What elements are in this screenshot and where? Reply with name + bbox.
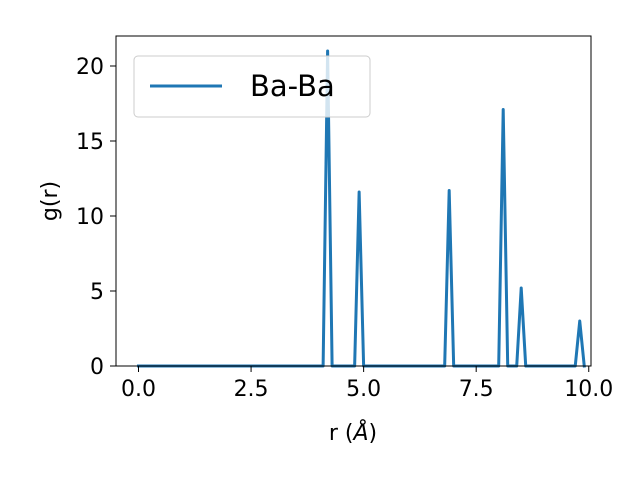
x-tick-label: 2.5 bbox=[234, 377, 269, 402]
x-ticks: 0.0 2.5 5.0 7.5 10.0 bbox=[121, 366, 613, 402]
x-axis-label-suffix: ) bbox=[369, 421, 378, 446]
y-ticks: 0 5 10 15 20 bbox=[76, 55, 116, 380]
x-axis-label-unit: Å bbox=[351, 419, 368, 446]
legend-label-ba-ba: Ba-Ba bbox=[250, 69, 335, 103]
y-tick-label: 0 bbox=[90, 355, 104, 380]
legend-box bbox=[133, 55, 371, 118]
x-axis-label-prefix: r ( bbox=[329, 421, 354, 446]
y-tick-label: 5 bbox=[90, 280, 104, 305]
x-tick-label: 7.5 bbox=[459, 377, 494, 402]
y-tick-label: 10 bbox=[76, 205, 104, 230]
x-axis-label: r (Å) bbox=[329, 419, 377, 446]
y-tick-label: 20 bbox=[76, 55, 104, 80]
axes-frame bbox=[115, 35, 592, 367]
y-tick-label: 15 bbox=[76, 130, 104, 155]
x-tick-label: 0.0 bbox=[121, 377, 156, 402]
y-axis-label: g(r) bbox=[38, 181, 63, 221]
x-tick-label: 10.0 bbox=[564, 377, 613, 402]
axes-layer bbox=[115, 35, 592, 367]
legend: Ba-Ba bbox=[133, 55, 371, 118]
x-tick-label: 5.0 bbox=[346, 377, 381, 402]
